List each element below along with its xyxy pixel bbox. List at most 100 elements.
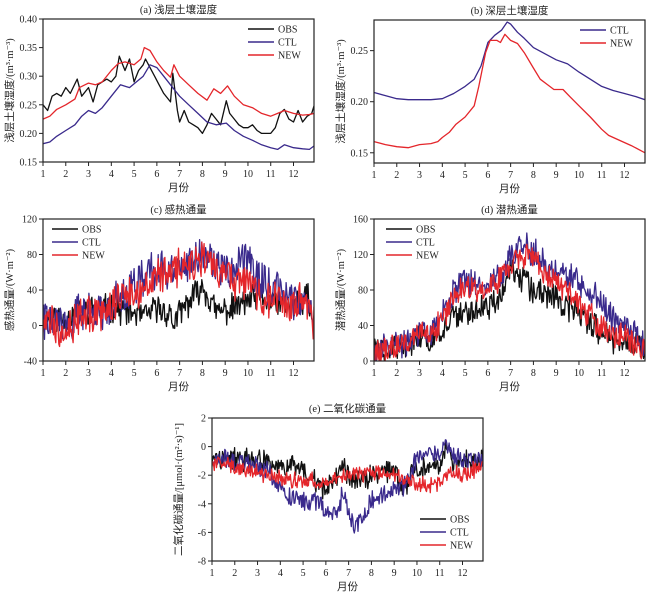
x-tick-label: 5 — [132, 169, 137, 180]
y-tick-label: -4 — [198, 499, 206, 510]
series-line-new — [374, 33, 645, 154]
legend-label-ctl: CTL — [416, 238, 435, 249]
x-tick-label: 8 — [200, 368, 205, 379]
y-tick-label: 120 — [353, 250, 368, 261]
series-line-ctl — [374, 232, 645, 361]
x-tick-label: 11 — [435, 568, 445, 579]
x-tick-label: 10 — [243, 169, 253, 180]
panel-b: 1 2 3 4 5 6 7 8 9 10 11 120.150.200.25(b) 深层土壤湿度月份浅… — [334, 4, 646, 195]
series-line-new — [43, 46, 314, 120]
x-tick-label: 7 — [508, 170, 513, 181]
y-tick-label: 0 — [201, 442, 206, 453]
x-tick-label: 7 — [177, 368, 182, 379]
x-tick-label: 2 — [394, 368, 399, 379]
y-tick-label: -8 — [198, 557, 206, 568]
y-tick-label: 0.20 — [351, 97, 369, 108]
panel-title: (a) 浅层土壤湿度 — [140, 3, 218, 16]
x-tick-label: 11 — [597, 170, 607, 181]
x-tick-label: 9 — [223, 169, 228, 180]
y-tick-label: 160 — [353, 215, 368, 226]
y-tick-label: 0 — [32, 321, 37, 332]
x-axis-label: 月份 — [168, 381, 189, 393]
y-tick-label: 0.15 — [20, 158, 38, 169]
panel-title: (b) 深层土壤湿度 — [471, 4, 549, 17]
y-tick-label: 0.40 — [20, 15, 38, 26]
x-axis-label: 月份 — [499, 381, 520, 393]
x-tick-label: 10 — [574, 368, 584, 379]
legend: CTL NEW — [580, 26, 633, 50]
plot-frame — [211, 417, 484, 562]
x-tick-label: 5 — [301, 568, 306, 579]
x-tick-label: 11 — [266, 169, 276, 180]
y-tick-label: 80 — [27, 250, 37, 261]
series-line-ctl — [43, 64, 314, 151]
x-tick-label: 12 — [458, 568, 468, 579]
series-group — [374, 21, 645, 154]
legend: OBS CTL NEW — [420, 515, 473, 552]
x-tick-label: 1 — [41, 169, 46, 180]
x-tick-label: 3 — [255, 568, 260, 579]
x-tick-label: 9 — [554, 170, 559, 181]
x-tick-label: 8 — [369, 568, 374, 579]
legend-label-obs: OBS — [278, 25, 297, 36]
x-tick-label: 3 — [417, 368, 422, 379]
x-tick-label: 6 — [154, 169, 159, 180]
y-tick-label: 0.15 — [351, 148, 369, 159]
series-line-obs — [374, 258, 645, 361]
x-tick-label: 3 — [86, 169, 91, 180]
legend-label-ctl: CTL — [82, 238, 101, 249]
y-axis-label: 浅层土壤湿度/(m³·m⁻³) — [3, 38, 16, 143]
x-tick-label: 5 — [463, 368, 468, 379]
legend-label-obs: OBS — [450, 515, 469, 526]
x-tick-label: 4 — [109, 368, 114, 379]
series-group — [43, 46, 314, 151]
x-tick-label: 7 — [177, 169, 182, 180]
y-tick-label: 0.30 — [20, 72, 38, 83]
x-tick-label: 5 — [132, 368, 137, 379]
legend-label-new: NEW — [278, 51, 301, 62]
x-tick-label: 6 — [323, 568, 328, 579]
x-tick-label: 2 — [232, 568, 237, 579]
y-tick-label: 0.25 — [351, 46, 369, 57]
legend-label-obs: OBS — [416, 225, 435, 236]
x-tick-label: 11 — [266, 368, 276, 379]
x-tick-label: 6 — [485, 170, 490, 181]
x-tick-label: 6 — [485, 368, 490, 379]
x-tick-label: 12 — [620, 170, 630, 181]
series-line-new — [43, 241, 314, 348]
panel-e: 1 2 3 4 5 6 7 8 9 10 11 12-8-6-4-202(e) 二氧化碳通量月份二氧化… — [172, 402, 484, 593]
y-tick-label: 0.35 — [20, 43, 38, 54]
y-axis-label: 潜热通量/(W·m⁻²) — [334, 248, 347, 331]
x-tick-label: 8 — [200, 169, 205, 180]
panel-a: 1 2 3 4 5 6 7 8 9 10 11 120.150.200.250.300.350.40(… — [3, 3, 315, 194]
y-tick-label: 80 — [358, 286, 368, 297]
x-tick-label: 4 — [440, 368, 445, 379]
legend: OBS CTL NEW — [386, 225, 439, 262]
x-tick-label: 12 — [620, 368, 630, 379]
legend-label-new: NEW — [416, 251, 439, 262]
series-line-ctl — [212, 439, 483, 534]
x-tick-label: 3 — [417, 170, 422, 181]
x-tick-label: 2 — [63, 368, 68, 379]
y-tick-label: 40 — [27, 286, 37, 297]
panel-title: (d) 潜热通量 — [481, 203, 538, 216]
series-line-new — [374, 243, 645, 361]
x-tick-label: 3 — [86, 368, 91, 379]
x-tick-label: 7 — [508, 368, 513, 379]
x-tick-label: 2 — [63, 169, 68, 180]
x-tick-label: 8 — [531, 170, 536, 181]
x-tick-label: 5 — [463, 170, 468, 181]
y-tick-label: 120 — [22, 215, 37, 226]
y-tick-label: -6 — [198, 528, 206, 539]
x-tick-label: 11 — [597, 368, 607, 379]
x-tick-label: 10 — [243, 368, 253, 379]
y-tick-label: -40 — [24, 357, 37, 368]
x-tick-label: 10 — [574, 170, 584, 181]
legend-label-new: NEW — [450, 541, 473, 552]
y-tick-label: 0 — [363, 357, 368, 368]
legend-label-new: NEW — [610, 39, 633, 50]
x-tick-label: 9 — [554, 368, 559, 379]
